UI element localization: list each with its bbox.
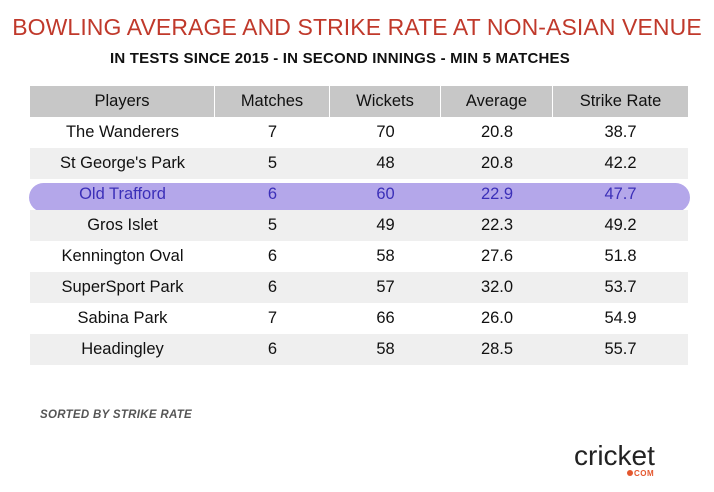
column-header: Players <box>30 86 215 117</box>
venue-cell: Headingley <box>81 340 164 358</box>
venue-cell: Old Trafford <box>79 185 166 203</box>
stats-table: Players Matches Wickets Average Strike R… <box>30 86 688 365</box>
venue-cell: SuperSport Park <box>61 278 184 296</box>
value-cell: 38.7 <box>604 123 637 141</box>
value-cell: 20.8 <box>480 123 514 141</box>
value-cell: 32.0 <box>480 278 514 296</box>
value-cell: 42.2 <box>604 154 637 172</box>
value-cell: 6 <box>267 340 278 358</box>
value-cell: 7 <box>267 123 278 141</box>
value-cell: 54.9 <box>604 309 637 327</box>
value-cell: 5 <box>267 154 278 172</box>
chart-subtitle: IN TESTS SINCE 2015 - IN SECOND INNINGS … <box>110 50 570 67</box>
value-cell: 5 <box>267 216 278 234</box>
value-cell: 49.2 <box>604 216 637 234</box>
value-cell: 70 <box>376 123 395 141</box>
column-header: Matches <box>215 86 330 117</box>
value-cell: 58 <box>376 340 395 358</box>
table-row: Headingley 6 58 28.5 55.7 <box>30 334 688 365</box>
value-cell: 6 <box>267 278 278 296</box>
value-cell: 47.7 <box>604 185 637 203</box>
table-header-row: Players Matches Wickets Average Strike R… <box>30 86 688 117</box>
value-cell: 55.7 <box>604 340 637 358</box>
table-row: St George's Park 5 48 20.8 42.2 <box>30 148 688 179</box>
value-cell: 49 <box>376 216 395 234</box>
venue-cell: Kennington Oval <box>61 247 184 265</box>
table-body: The Wanderers 7 70 20.8 38.7 St George's Park… <box>30 117 688 365</box>
value-cell: 26.0 <box>480 309 514 327</box>
venue-cell: The Wanderers <box>65 123 180 141</box>
table-row: SuperSport Park 6 57 32.0 53.7 <box>30 272 688 303</box>
value-cell: 20.8 <box>480 154 514 172</box>
highlight-band <box>29 183 690 212</box>
column-header: Wickets <box>330 86 441 117</box>
value-cell: 28.5 <box>480 340 514 358</box>
value-cell: 22.9 <box>480 185 514 203</box>
value-cell: 51.8 <box>604 247 637 265</box>
value-cell: 22.3 <box>480 216 514 234</box>
venue-cell: Gros Islet <box>87 216 158 234</box>
value-cell: 53.7 <box>604 278 637 296</box>
footnote: SORTED BY STRIKE RATE <box>40 409 192 421</box>
value-cell: 6 <box>267 185 278 203</box>
table-row: Kennington Oval 6 58 27.6 51.8 <box>30 241 688 272</box>
logo-suffix: COM <box>634 469 655 478</box>
value-cell: 48 <box>376 154 395 172</box>
value-cell: 7 <box>267 309 278 327</box>
value-cell: 66 <box>376 309 395 327</box>
table-row: Sabina Park 7 66 26.0 54.9 <box>30 303 688 334</box>
column-header: Average <box>441 86 553 117</box>
venue-cell: Sabina Park <box>77 309 168 327</box>
value-cell: 60 <box>376 185 395 203</box>
value-cell: 27.6 <box>480 247 514 265</box>
venue-cell: St George's Park <box>59 154 186 172</box>
chart-title: BOWLING AVERAGE AND STRIKE RATE AT NON-A… <box>12 14 702 40</box>
value-cell: 6 <box>267 247 278 265</box>
cricket-com-logo: cricket COM <box>574 440 686 480</box>
value-cell: 58 <box>376 247 395 265</box>
table-row: The Wanderers 7 70 20.8 38.7 <box>30 117 688 148</box>
value-cell: 57 <box>376 278 395 296</box>
table-row: Old Trafford 6 60 22.9 47.7 <box>30 179 688 210</box>
column-header: Strike Rate <box>579 92 662 110</box>
table-row: Gros Islet 5 49 22.3 49.2 <box>30 210 688 241</box>
logo-wordmark: cricket <box>574 440 655 471</box>
logo-dot-icon <box>627 470 633 476</box>
